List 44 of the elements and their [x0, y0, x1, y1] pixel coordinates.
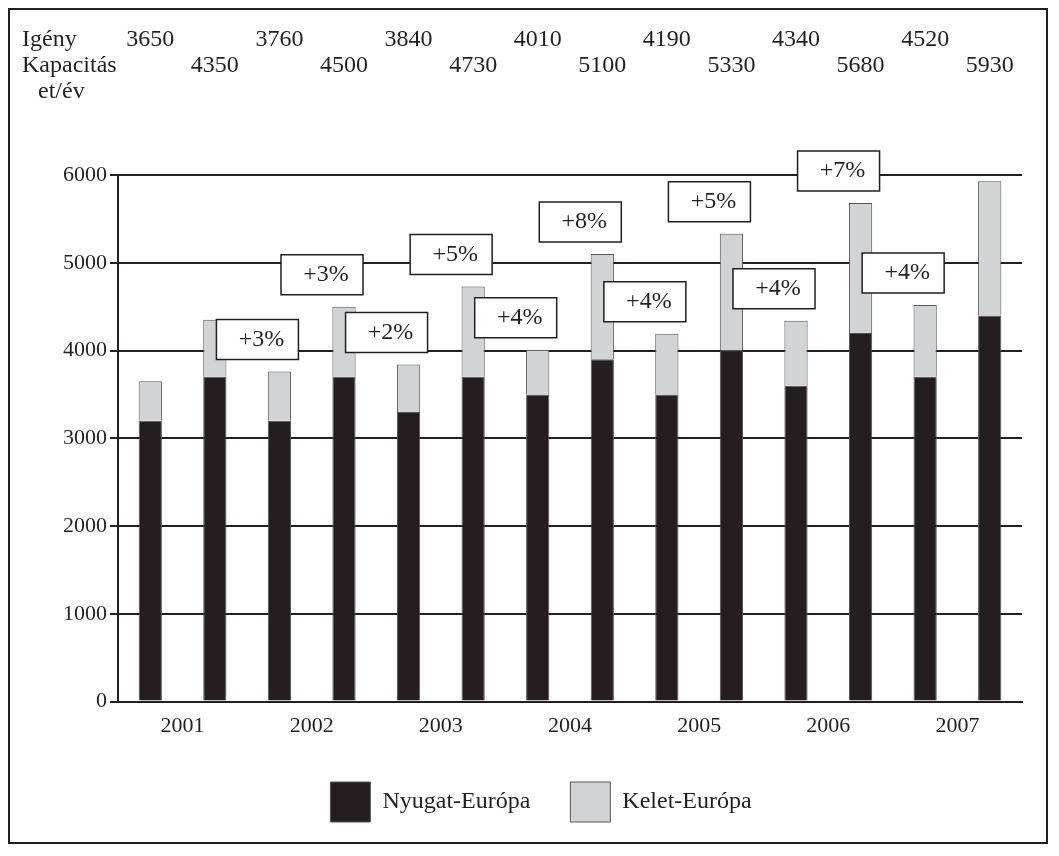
text: 3760 — [255, 25, 304, 52]
annotation: +3% — [238, 324, 285, 351]
y-axis-title: et/év — [38, 77, 85, 104]
annotation: +7% — [819, 156, 866, 183]
y-tick-label: 2000 — [63, 511, 107, 537]
annotation: +8% — [561, 207, 608, 234]
text: 4500 — [320, 51, 368, 78]
text: 4350 — [190, 51, 239, 78]
x-tick-label: 2001 — [160, 711, 205, 737]
y-tick-label: 0 — [96, 687, 107, 713]
x-tick-label: 2005 — [677, 711, 722, 737]
legend-label: Nyugat-Európa — [382, 787, 531, 814]
text: 4190 — [642, 25, 691, 52]
x-tick-label: 2003 — [418, 711, 463, 737]
annotation: +4% — [626, 287, 672, 314]
text: 3840 — [384, 25, 433, 52]
y-tick-label: 3000 — [63, 424, 107, 450]
text: 3650 — [126, 25, 175, 52]
annotation: +5% — [690, 187, 737, 214]
annotation: +5% — [432, 239, 478, 266]
annotation: +4% — [496, 302, 543, 329]
legend-label: Kelet-Európa — [622, 787, 752, 814]
text: 5330 — [707, 51, 756, 78]
text: 5100 — [578, 51, 627, 78]
x-tick-label: 2004 — [548, 711, 592, 737]
annotation: +4% — [884, 258, 930, 285]
y-tick-label: 1000 — [63, 599, 107, 625]
text: 4520 — [901, 25, 950, 52]
text: 4730 — [449, 51, 498, 78]
y-tick-label: 4000 — [63, 336, 107, 362]
x-tick-label: 2002 — [289, 711, 334, 737]
x-tick-label: 2006 — [806, 711, 851, 737]
y-tick-label: 6000 — [63, 160, 107, 186]
text: 5930 — [965, 51, 1014, 78]
y-tick-label: 5000 — [63, 248, 107, 274]
text: 4340 — [772, 25, 820, 52]
text: 4010 — [513, 25, 562, 52]
text: 5680 — [836, 51, 885, 78]
annotation: +2% — [367, 317, 414, 344]
text: Kapacitás — [22, 51, 117, 78]
annotation: +3% — [303, 259, 349, 286]
x-tick-label: 2007 — [935, 711, 980, 737]
annotation: +4% — [755, 273, 801, 300]
text: Igény — [22, 25, 77, 52]
